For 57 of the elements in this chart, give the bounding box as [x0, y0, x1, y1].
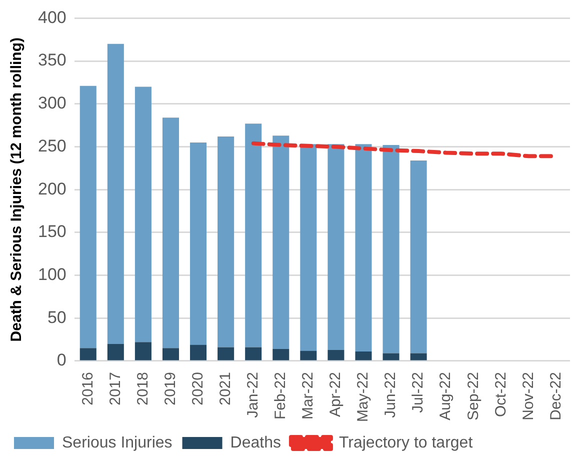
y-tick-label: 150 [38, 222, 66, 242]
x-tick-label: 2019 [162, 372, 179, 406]
legend-label: Deaths [230, 434, 281, 452]
bar [190, 142, 207, 345]
x-tick-label: Jul-22 [410, 372, 427, 413]
bar [162, 348, 179, 360]
y-tick-label: 400 [38, 8, 66, 27]
x-tick-label: Feb-22 [272, 372, 290, 420]
bar [382, 145, 400, 354]
bar [134, 342, 152, 360]
bar [328, 144, 344, 350]
bar [328, 350, 344, 360]
y-tick-label: 0 [56, 350, 66, 370]
bar [107, 344, 124, 360]
legend-label: Serious Injuries [62, 434, 172, 452]
y-axis-title: Death & Serious Injuries (12 month rolling) [8, 37, 26, 342]
bar [272, 348, 290, 360]
x-tick-label: Jun-22 [382, 372, 400, 418]
bar [218, 136, 234, 348]
x-tick-label: Nov-22 [520, 372, 537, 420]
legend-label: Trajectory to target [338, 434, 474, 452]
x-tick-label: Oct-22 [492, 372, 510, 417]
y-tick-label: 50 [47, 308, 66, 327]
x-tick-label: Jan-22 [244, 372, 262, 418]
bar [355, 144, 372, 352]
bar [245, 347, 262, 360]
x-tick-label: Aug-22 [437, 372, 454, 420]
x-tick-label: 2017 [106, 372, 124, 406]
bar [134, 86, 152, 342]
x-tick-label: 2018 [134, 372, 152, 406]
bar [382, 353, 400, 360]
y-tick-label: 300 [38, 94, 66, 113]
bar [80, 348, 96, 360]
bar [80, 86, 96, 348]
bar [410, 353, 427, 360]
y-tick-label: 250 [38, 136, 66, 156]
y-tick-label: 100 [38, 264, 66, 284]
bar [107, 44, 124, 344]
y-tick-label: 200 [38, 179, 66, 198]
bar [245, 124, 262, 348]
x-tick-label: 2021 [216, 372, 234, 406]
bar [190, 344, 207, 360]
bar [355, 352, 372, 360]
x-tick-label: Sep-22 [464, 372, 482, 420]
x-tick-label: Dec-22 [547, 372, 564, 420]
x-tick-label: 2016 [79, 372, 96, 406]
bar [218, 347, 234, 360]
bar [410, 160, 427, 354]
bar [300, 144, 317, 351]
x-tick-label: Mar-22 [300, 372, 317, 420]
bar [162, 118, 179, 348]
x-tick-label: 2020 [189, 372, 206, 406]
bar [300, 350, 317, 360]
y-tick-label: 350 [38, 50, 66, 70]
x-tick-label: Apr-22 [327, 372, 344, 418]
x-tick-label: May-22 [354, 372, 372, 422]
bar [272, 136, 290, 349]
